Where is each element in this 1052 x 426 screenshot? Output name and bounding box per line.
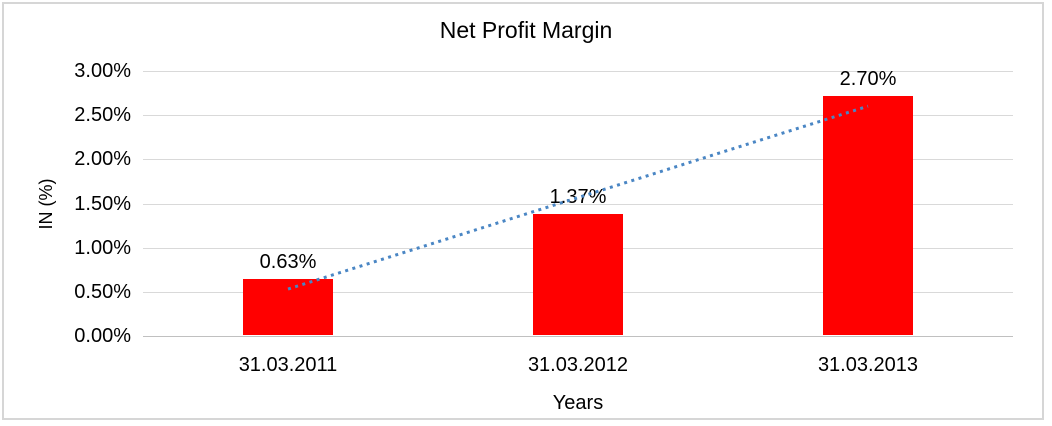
y-tick-label: 1.00%	[74, 237, 131, 259]
x-axis-title: Years	[552, 392, 604, 414]
gridline	[143, 115, 1013, 116]
gridline	[143, 204, 1013, 205]
gridline	[143, 71, 1013, 72]
bar	[823, 96, 913, 335]
x-axis-line	[143, 336, 1013, 337]
y-tick-label: 2.50%	[74, 104, 131, 126]
y-tick-label: 3.00%	[74, 60, 131, 82]
plot-area: 0.63% 1.37% 2.70%	[143, 68, 1013, 337]
gridline	[143, 159, 1013, 160]
y-tick-label: 0.00%	[74, 325, 131, 347]
trendline	[287, 104, 869, 291]
x-tick-label: 31.03.2012	[527, 354, 629, 376]
chart-title: Net Profit Margin	[439, 17, 613, 43]
bar-data-label: 0.63%	[259, 251, 317, 273]
x-tick-label: 31.03.2013	[817, 354, 919, 376]
y-tick-label: 1.50%	[74, 193, 131, 215]
bar-data-label: 1.37%	[549, 186, 607, 208]
y-tick-label: 0.50%	[74, 281, 131, 303]
bar-data-label: 2.70%	[839, 68, 897, 90]
bar	[533, 214, 623, 335]
y-tick-label: 2.00%	[74, 148, 131, 170]
x-tick-label: 31.03.2011	[238, 354, 338, 376]
